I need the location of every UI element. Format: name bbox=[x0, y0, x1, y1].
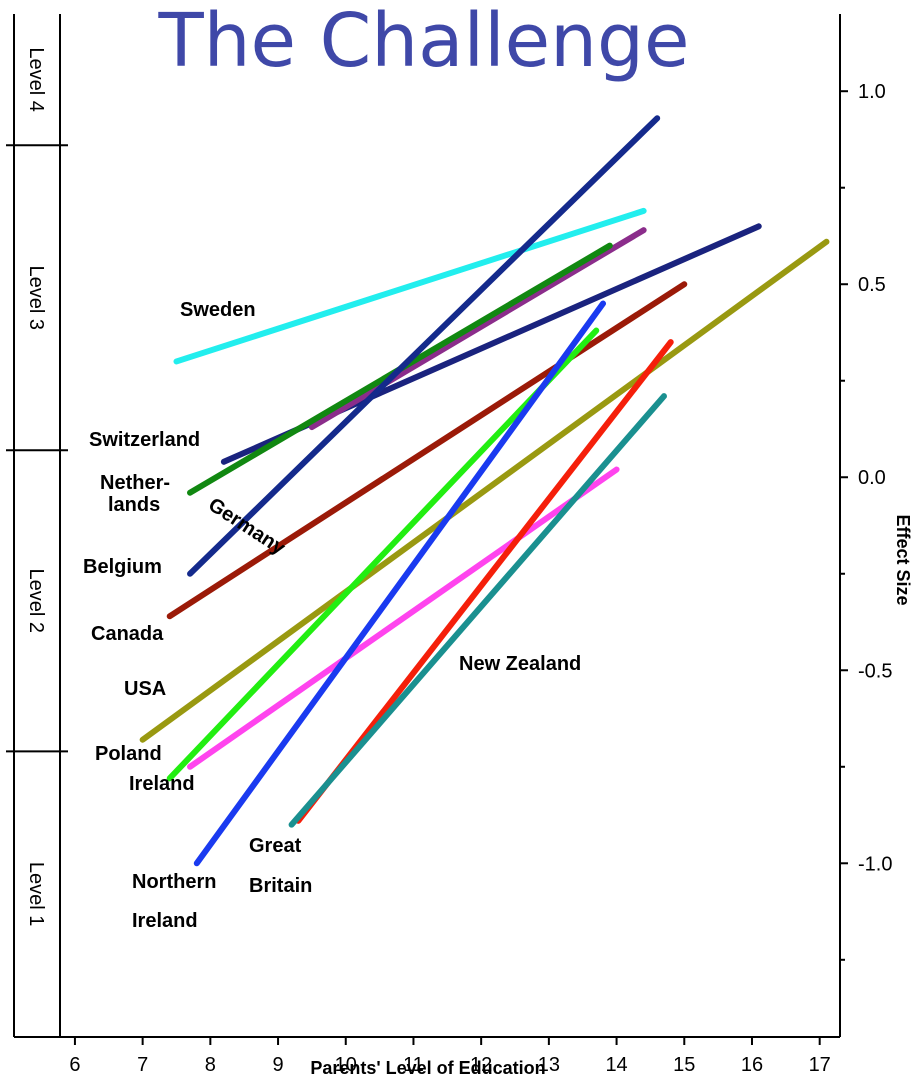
series-line-northern-ireland bbox=[193, 300, 607, 867]
label-new-zealand: New Zealand bbox=[459, 653, 581, 675]
series-labels: Sweden Switzerland Nether- lands Germany… bbox=[83, 299, 581, 932]
series-line-usa bbox=[139, 238, 830, 743]
label-poland: Poland bbox=[95, 743, 162, 765]
x-axis-title: Parents' Level of Education bbox=[310, 1058, 545, 1078]
x-tick-label-15: 15 bbox=[673, 1054, 695, 1076]
series-line-sweden bbox=[173, 207, 647, 365]
y-axis-title: Effect Size bbox=[893, 514, 913, 605]
chart-title: The Challenge bbox=[157, 0, 689, 84]
series-line-ireland bbox=[166, 327, 600, 782]
y-tick-label-0-5: 0.5 bbox=[858, 274, 886, 296]
y-axis-ticks: 1.0 0.5 0.0 -0.5 -1.0 bbox=[840, 81, 892, 961]
label-netherlands-1: Nether- bbox=[100, 472, 170, 494]
level-label-level-2: Level 2 bbox=[25, 569, 47, 634]
series-line-belgium bbox=[187, 115, 661, 577]
x-tick-label-13: 13 bbox=[538, 1054, 560, 1076]
label-northern-ireland-2: Ireland bbox=[132, 910, 198, 932]
y-tick-label-1-0: 1.0 bbox=[858, 81, 886, 103]
level-axis: Level 4 Level 3 Level 2 Level 1 bbox=[6, 14, 68, 1037]
label-great-britain-2: Britain bbox=[249, 875, 312, 897]
x-tick-label-12: 12 bbox=[470, 1054, 492, 1076]
x-tick-label-17: 17 bbox=[809, 1054, 831, 1076]
label-belgium: Belgium bbox=[83, 556, 162, 578]
series-lines bbox=[139, 115, 830, 867]
x-tick-label-11: 11 bbox=[403, 1054, 424, 1076]
series-line-germany bbox=[308, 227, 647, 431]
level-label-level-3: Level 3 bbox=[25, 265, 47, 330]
y-tick-label-1-0: -1.0 bbox=[858, 853, 892, 875]
series-line-canada bbox=[166, 281, 688, 620]
label-ireland: Ireland bbox=[129, 773, 195, 795]
label-northern-ireland-1: Northern bbox=[132, 871, 216, 893]
x-tick-label-16: 16 bbox=[741, 1054, 763, 1076]
x-axis-ticks: 6 7 8 9 10 11 12 13 14 15 16 17 bbox=[69, 1037, 831, 1076]
y-tick-label-0-5: -0.5 bbox=[858, 660, 892, 682]
label-netherlands-2: lands bbox=[108, 494, 160, 516]
x-tick-label-9: 9 bbox=[272, 1054, 283, 1076]
x-tick-label-8: 8 bbox=[205, 1054, 216, 1076]
plot-frame bbox=[14, 14, 841, 1038]
level-label-level-1: Level 1 bbox=[25, 862, 47, 927]
label-canada: Canada bbox=[91, 623, 164, 645]
x-tick-label-10: 10 bbox=[335, 1054, 357, 1076]
label-great-britain-1: Great bbox=[249, 835, 302, 857]
label-switzerland: Switzerland bbox=[89, 429, 200, 451]
label-sweden: Sweden bbox=[180, 299, 256, 321]
x-tick-label-6: 6 bbox=[69, 1054, 80, 1076]
x-tick-label-14: 14 bbox=[605, 1054, 627, 1076]
series-line-poland bbox=[187, 466, 620, 770]
level-label-level-4: Level 4 bbox=[25, 47, 47, 112]
x-tick-label-7: 7 bbox=[137, 1054, 148, 1076]
label-usa: USA bbox=[124, 678, 166, 700]
series-line-new-zealand bbox=[288, 393, 667, 828]
y-tick-label-0-0: 0.0 bbox=[858, 467, 886, 489]
level-bands: Level 4 Level 3 Level 2 Level 1 bbox=[6, 47, 68, 926]
